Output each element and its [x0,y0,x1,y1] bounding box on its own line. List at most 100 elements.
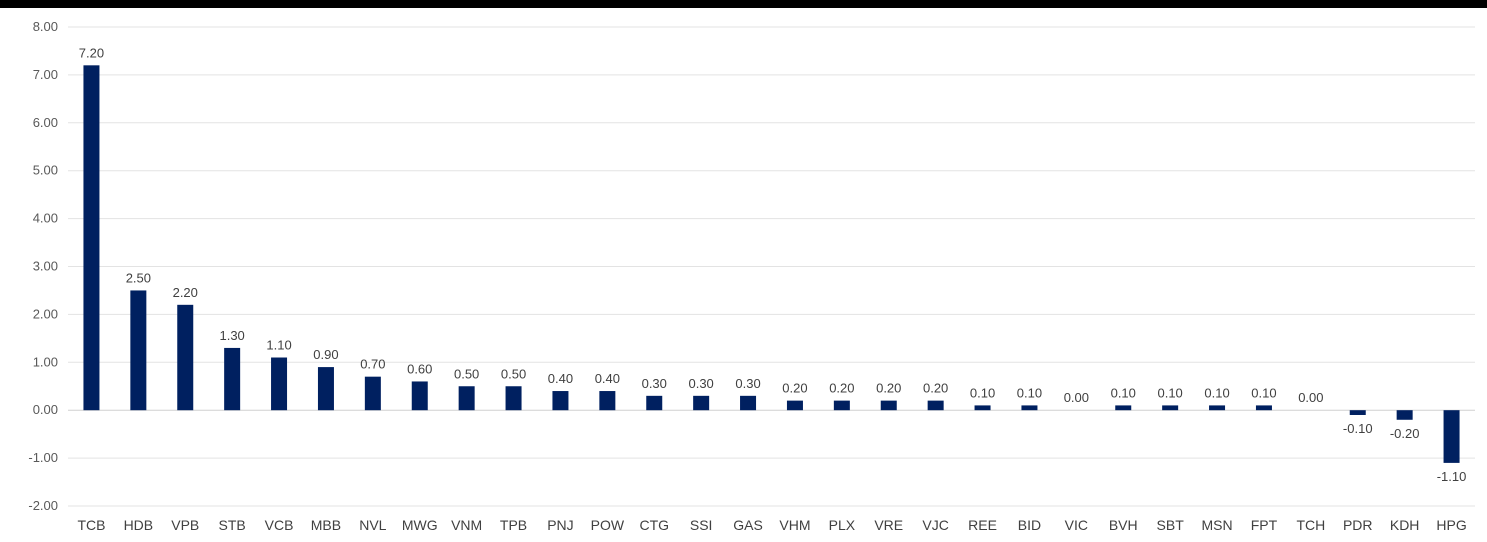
x-tick-label: VCB [265,517,294,533]
data-label: 2.20 [173,285,198,300]
x-tick-label: NVL [359,517,386,533]
bar-stb [224,347,241,411]
x-tick-label: KDH [1390,517,1420,533]
y-tick-label: -1.00 [28,450,58,465]
bar-nvl [364,376,381,411]
data-label: 0.60 [407,361,432,376]
x-tick-label: SBT [1157,517,1185,533]
x-tick-label: MBB [311,517,341,533]
x-tick-label: MWG [402,517,438,533]
data-label: -1.10 [1437,469,1467,484]
y-tick-label: 7.00 [33,67,58,82]
bar-ctg [646,395,663,411]
x-tick-label: PLX [829,517,856,533]
data-label: 0.40 [595,371,620,386]
bar-sbt [1162,405,1179,411]
bar-vcb [271,357,288,411]
bar-kdh [1396,410,1413,420]
x-tick-label: HDB [124,517,154,533]
x-tick-label: BID [1018,517,1041,533]
bar-ree [974,405,991,411]
y-tick-label: 3.00 [33,259,58,274]
data-label: 0.20 [782,381,807,396]
bar-hdb [130,290,147,411]
bar-msn [1209,405,1226,411]
bar-ssi [693,395,710,411]
x-tick-label: CTG [639,517,669,533]
x-tick-label: TPB [500,517,527,533]
x-tick-label: HPG [1436,517,1466,533]
data-label: 0.20 [829,381,854,396]
bar-mwg [411,381,428,411]
x-tick-label: TCH [1296,517,1325,533]
data-label: 0.50 [501,366,526,381]
x-tick-label: VNM [451,517,482,533]
x-tick-label: BVH [1109,517,1138,533]
top-border [0,0,1487,8]
data-label: 0.00 [1298,390,1323,405]
x-axis-ticks: TCB HDB VPB STB VCB MBB NVL MWG VNM TPB PNJ POW CTG S… [77,517,1466,533]
bar-vjc [927,400,944,411]
x-tick-label: PNJ [547,517,573,533]
bar-bvh [1115,405,1132,411]
bar-vre [880,400,897,411]
data-label: 0.20 [876,381,901,396]
data-label: 0.30 [688,376,713,391]
bar-vnm [458,386,475,411]
data-label: 0.50 [454,366,479,381]
bar-pdr [1349,410,1366,415]
bar-vhm [786,400,803,411]
y-tick-label: -2.00 [28,498,58,513]
bars [83,65,1460,463]
data-label: 0.00 [1064,390,1089,405]
x-tick-label: VJC [922,517,948,533]
data-label: 0.40 [548,371,573,386]
y-tick-label: 5.00 [33,163,58,178]
data-label: 2.50 [126,270,151,285]
x-tick-label: REE [968,517,997,533]
x-tick-label: STB [219,517,246,533]
bar-gas [740,395,757,411]
x-tick-label: PDR [1343,517,1373,533]
bar-plx [833,400,850,411]
y-tick-label: 4.00 [33,211,58,226]
x-tick-label: VHM [779,517,810,533]
data-label: 0.30 [735,376,760,391]
bar-tpb [505,386,522,411]
x-tick-label: SSI [690,517,713,533]
data-label: 0.70 [360,357,385,372]
data-label: 0.10 [1204,385,1229,400]
data-label: 0.10 [1251,385,1276,400]
bar-vpb [177,304,194,411]
data-label: 0.10 [1157,385,1182,400]
x-tick-label: FPT [1251,517,1278,533]
x-tick-label: GAS [733,517,763,533]
data-label: 0.20 [923,381,948,396]
bar-pnj [552,391,569,411]
y-tick-label: 8.00 [33,19,58,34]
data-label: -0.10 [1343,421,1373,436]
data-labels: 7.20 2.50 2.20 1.30 1.10 0.90 0.70 0.60 0.50 0.50… [79,45,1467,484]
bar-mbb [317,367,334,411]
gridlines [68,26,1475,507]
bar-bid [1021,405,1038,411]
data-label: 1.10 [266,338,291,353]
data-label: 0.30 [642,376,667,391]
data-label: 7.20 [79,45,104,60]
data-label: 0.10 [1111,385,1136,400]
y-axis-ticks: 8.00 7.00 6.00 5.00 4.00 3.00 2.00 1.00 0.00 -1.0… [28,19,58,513]
y-tick-label: 2.00 [33,306,58,321]
data-label: 0.10 [970,385,995,400]
bar-tcb [83,65,100,411]
y-tick-label: 1.00 [33,354,58,369]
x-tick-label: POW [591,517,625,533]
x-tick-label: MSN [1201,517,1232,533]
data-label: -0.20 [1390,426,1420,441]
bar-fpt [1255,405,1272,411]
y-tick-label: 6.00 [33,115,58,130]
x-tick-label: TCB [77,517,105,533]
data-label: 1.30 [219,328,244,343]
bar-hpg [1443,410,1460,463]
x-tick-label: VIC [1065,517,1088,533]
